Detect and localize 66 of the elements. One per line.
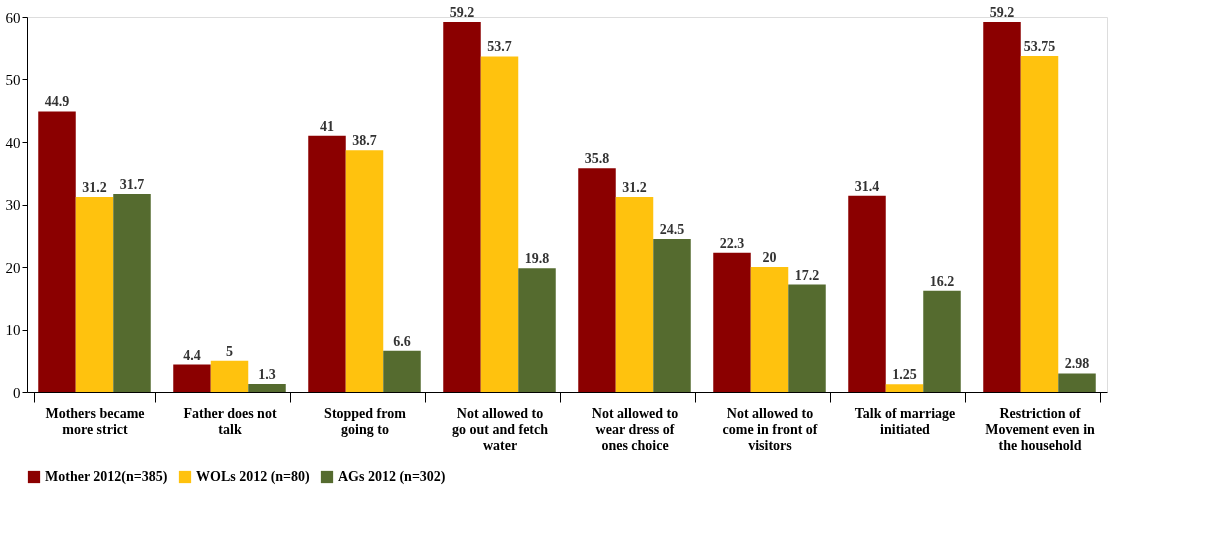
data-label: 31.7 — [119, 176, 145, 192]
y-tick-label: 20 — [5, 259, 21, 276]
x-tick-label: Not allowed to go out and fetch water — [451, 405, 549, 453]
data-label: 31.2 — [82, 180, 107, 195]
data-label: 5 — [226, 343, 233, 359]
x-tick-label: Mothers became more strict — [45, 405, 145, 437]
bar — [923, 290, 961, 392]
x-tick-label: Talk of marriage initiated — [854, 405, 956, 437]
data-label: 17.2 — [794, 267, 820, 283]
bar — [345, 150, 384, 392]
bar — [383, 350, 421, 392]
x-tick-label: Stopped from going to — [324, 405, 407, 437]
data-label: 16.2 — [929, 273, 955, 289]
y-tick-label: 60 — [5, 9, 21, 26]
y-tick-label: 10 — [5, 322, 21, 338]
bar — [848, 195, 886, 392]
data-label: 35.8 — [584, 151, 610, 167]
data-label: 19.8 — [524, 251, 550, 267]
data-label: 44.9 — [44, 94, 70, 110]
bar — [113, 193, 151, 392]
legend-label: WOLs 2012 (n=80) — [196, 469, 311, 485]
bar — [248, 383, 286, 392]
x-tick-label: Not allowed to wear dress of ones choice — [591, 405, 679, 453]
bar — [653, 238, 691, 392]
data-label: 2.98 — [1064, 356, 1090, 372]
data-label: 4.4 — [183, 347, 201, 363]
y-tick-label: 40 — [5, 134, 21, 151]
data-label: 6.6 — [393, 333, 411, 349]
bar — [750, 267, 789, 392]
data-label: 22.3 — [719, 235, 745, 251]
data-label: 53.75 — [1023, 39, 1056, 55]
bar — [443, 22, 481, 392]
bar — [1058, 373, 1096, 392]
y-tick-label: 0 — [13, 384, 21, 401]
bar — [983, 22, 1021, 392]
y-tick-label: 30 — [5, 197, 21, 213]
data-label: 59.2 — [989, 5, 1015, 20]
bar — [308, 135, 346, 392]
bar — [578, 168, 616, 392]
bar — [38, 111, 76, 392]
data-label: 31.2 — [622, 180, 647, 195]
data-label: 31.4 — [854, 178, 880, 194]
legend-label: Mother 2012(n=385) — [45, 469, 168, 485]
bar — [518, 268, 556, 392]
bar — [480, 56, 519, 392]
legend-label: AGs 2012 (n=302) — [338, 469, 446, 485]
x-tick-label: Father does not talk — [183, 405, 277, 437]
bar — [713, 252, 751, 392]
bar — [615, 197, 654, 392]
data-label: 59.2 — [449, 5, 475, 20]
x-tick-label: Restriction of Movement even in the household — [985, 405, 1096, 453]
x-tick-label: Not allowed to come in front of visitors — [722, 405, 818, 453]
data-label: 24.5 — [659, 221, 685, 237]
data-label: 38.7 — [352, 133, 377, 149]
bar — [173, 364, 211, 392]
data-label: 53.7 — [487, 39, 512, 55]
bar — [1020, 56, 1059, 392]
bar — [75, 197, 114, 392]
data-label: 20 — [762, 250, 777, 265]
y-tick-label: 50 — [5, 72, 21, 88]
data-label: 1.25 — [892, 367, 917, 383]
data-label: 41 — [320, 118, 334, 134]
bar — [885, 384, 924, 392]
bar — [210, 360, 249, 392]
bar — [788, 284, 826, 392]
data-label: 1.3 — [258, 366, 276, 382]
